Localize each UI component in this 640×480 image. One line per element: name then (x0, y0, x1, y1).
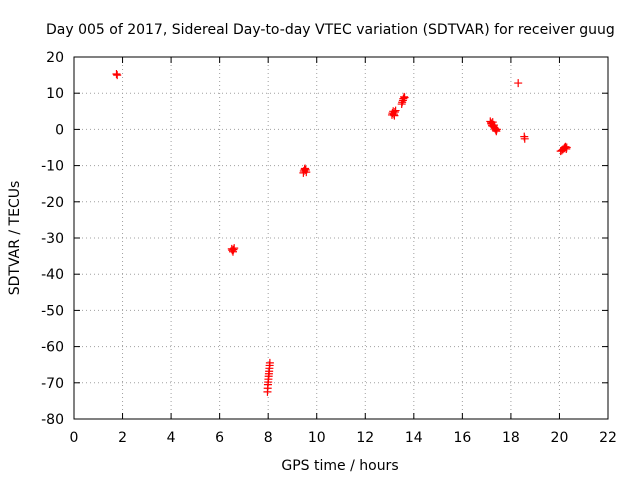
data-point (229, 245, 238, 254)
data-point (113, 71, 122, 80)
data-point (400, 93, 409, 102)
data-point (398, 98, 407, 107)
tick-layer: 0 2 4 6 8 10 12 14 16 18 20 22 20 10 0 -10 -20 -30 -40 -50 -… (41, 50, 617, 446)
data-point (302, 168, 311, 177)
data-point (514, 79, 523, 88)
y-tick-label: -40 (41, 267, 64, 283)
chart-title: Day 005 of 2017, Sidereal Day-to-day VTE… (46, 22, 615, 38)
x-tick-label: 4 (167, 430, 176, 446)
data-point (391, 106, 400, 115)
x-tick-label: 12 (356, 430, 374, 446)
x-tick-label: 2 (118, 430, 127, 446)
x-tick-label: 10 (308, 430, 326, 446)
data-point (230, 244, 239, 253)
data-point (265, 358, 274, 367)
x-tick-label: 16 (453, 430, 471, 446)
grid-layer (74, 57, 608, 419)
y-tick-label: -70 (41, 376, 64, 392)
y-tick-label: -30 (41, 231, 64, 247)
y-tick-label: 10 (46, 86, 64, 102)
y-tick-label: -50 (41, 303, 64, 319)
y-tick-label: -80 (41, 412, 64, 428)
data-point (492, 125, 501, 134)
x-tick-label: 22 (599, 430, 617, 446)
y-tick-label: 0 (55, 122, 64, 138)
data-point (562, 143, 571, 152)
data-point (520, 134, 529, 143)
x-tick-label: 8 (264, 430, 273, 446)
data-point (228, 246, 237, 255)
data-point (390, 108, 399, 117)
y-tick-label: -60 (41, 340, 64, 356)
data-point (112, 70, 121, 79)
x-tick-label: 14 (405, 430, 423, 446)
y-tick-label: -20 (41, 195, 64, 211)
y-tick-label: -10 (41, 159, 64, 175)
x-tick-label: 18 (502, 430, 520, 446)
x-tick-label: 20 (551, 430, 569, 446)
y-tick-label: 20 (46, 50, 64, 66)
x-axis-label: GPS time / hours (281, 458, 398, 474)
data-point (301, 164, 310, 173)
x-tick-label: 6 (215, 430, 224, 446)
data-point (399, 94, 408, 103)
data-points (112, 70, 571, 396)
y-axis-label: SDTVAR / TECUs (7, 181, 23, 296)
x-tick-label: 0 (70, 430, 79, 446)
